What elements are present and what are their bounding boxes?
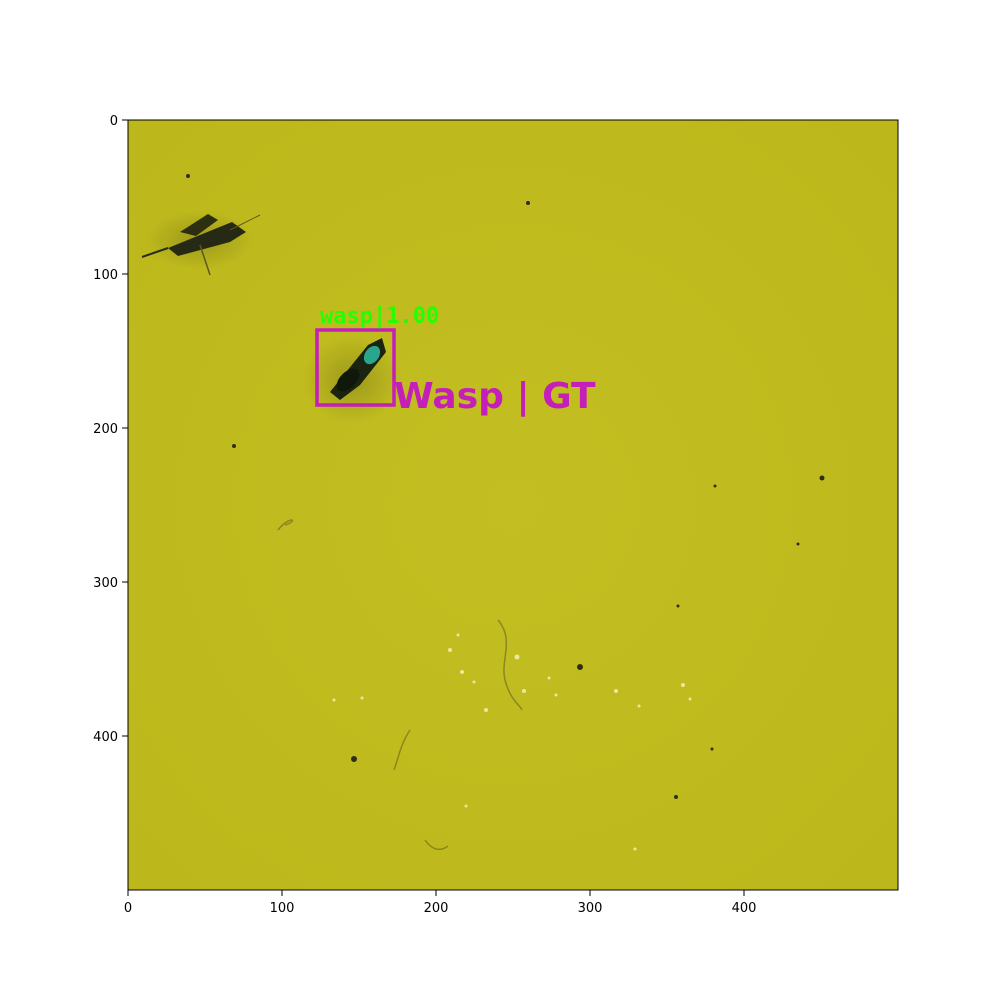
y-tick-label: 100 — [93, 268, 118, 283]
insect-wasp — [302, 335, 402, 425]
y-tick-label: 200 — [93, 422, 118, 437]
x-axis: 0 100 200 300 400 — [124, 890, 757, 916]
y-axis: 0 100 200 300 400 — [93, 114, 128, 745]
x-tick-label: 400 — [732, 901, 757, 916]
y-tick-label: 400 — [93, 730, 118, 745]
trap-debris — [186, 174, 825, 799]
axes-frame — [127, 119, 899, 891]
detection-label: wasp|1.00 — [320, 304, 439, 329]
x-tick-label: 100 — [270, 901, 295, 916]
trap-fibers — [277, 519, 523, 851]
y-tick-label: 300 — [93, 576, 118, 591]
sticky-trap-background — [128, 120, 898, 890]
photo: wasp|1.00 Wasp | GT — [128, 120, 898, 890]
ground-truth-box — [315, 328, 396, 407]
x-tick-label: 300 — [578, 901, 603, 916]
insect-top-left — [141, 210, 261, 276]
ground-truth-label: Wasp | GT — [394, 376, 596, 417]
y-tick-label: 0 — [110, 114, 118, 129]
x-tick-label: 0 — [124, 901, 132, 916]
trap-light-specks — [332, 633, 692, 851]
x-tick-label: 200 — [424, 901, 449, 916]
